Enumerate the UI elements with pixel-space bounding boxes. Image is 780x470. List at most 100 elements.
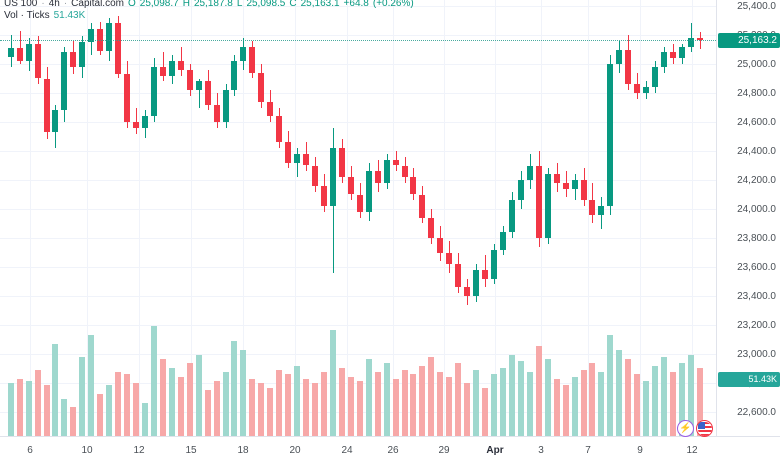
candle-wick	[20, 30, 21, 64]
candle-body	[643, 87, 649, 93]
volume-bar	[321, 372, 327, 436]
time-axis-tick: 10	[81, 445, 93, 456]
candle-body	[527, 165, 533, 180]
gridline-horizontal	[0, 267, 716, 268]
candle-body	[276, 116, 282, 143]
candle-body	[536, 165, 542, 238]
candle-body	[384, 159, 390, 183]
candle-body	[52, 110, 58, 133]
volume-bar	[187, 363, 193, 436]
volume-bar	[178, 377, 184, 436]
candle-body	[142, 116, 148, 128]
candle-body	[652, 66, 658, 88]
candle-wick	[199, 78, 200, 108]
candle-body	[598, 206, 604, 215]
volume-bar	[581, 370, 587, 436]
time-axis-tick: 12	[686, 445, 698, 456]
candle-body	[589, 200, 595, 215]
gridline-horizontal	[0, 325, 716, 326]
volume-bar	[446, 377, 452, 436]
volume-bar	[339, 368, 345, 436]
volume-bar	[223, 372, 229, 436]
candle-body	[205, 81, 211, 105]
chart-plot-area[interactable]	[0, 0, 716, 436]
volume-bar	[88, 335, 94, 436]
volume-bar	[106, 385, 112, 436]
time-axis[interactable]: 6 10 12 15 18 20 24 26 29 Apr 3 7 9 12	[0, 436, 780, 470]
candle-body	[106, 23, 112, 51]
volume-bar	[70, 407, 76, 436]
time-axis-tick: 29	[438, 445, 450, 456]
gridline-vertical	[30, 0, 31, 436]
gridline-vertical	[640, 0, 641, 436]
candle-body	[258, 72, 264, 102]
time-axis-tick: 26	[387, 445, 399, 456]
candle-body	[330, 148, 336, 207]
volume-bar	[545, 359, 551, 436]
candle-body	[303, 153, 309, 166]
candle-body	[8, 48, 14, 57]
time-axis-tick: 15	[185, 445, 197, 456]
candle-body	[616, 49, 622, 64]
candle-body	[375, 171, 381, 183]
gridline-horizontal	[0, 35, 716, 36]
candle-body	[393, 159, 399, 166]
volume-bar	[563, 385, 569, 436]
volume-bar	[61, 399, 67, 436]
volume-bar	[536, 346, 542, 436]
candle-body	[97, 29, 103, 51]
candle-body	[187, 69, 193, 91]
price-axis-tick: 24,200.0	[737, 175, 776, 186]
volume-bar	[303, 379, 309, 436]
price-axis[interactable]: 25,400.025,200.025,000.024,800.024,600.0…	[716, 0, 780, 436]
volume-bar	[357, 381, 363, 436]
candle-body	[348, 177, 354, 195]
price-axis-tick: 23,400.0	[737, 291, 776, 302]
time-axis-tick: 12	[133, 445, 145, 456]
volume-bar	[258, 383, 264, 436]
gridline-horizontal	[0, 93, 716, 94]
candle-wick	[297, 148, 298, 178]
volume-bar	[8, 383, 14, 436]
volume-bar	[527, 372, 533, 436]
current-price-badge: 25,163.2	[718, 33, 780, 49]
volume-bar	[410, 374, 416, 436]
gridline-vertical	[191, 0, 192, 436]
volume-bar	[554, 379, 560, 436]
volume-bar	[160, 359, 166, 436]
volume-bar	[231, 341, 237, 436]
candle-body	[35, 43, 41, 79]
candle-body	[231, 61, 237, 91]
economic-event-badge[interactable]	[696, 420, 713, 437]
volume-bar	[348, 377, 354, 436]
candle-body	[688, 37, 694, 47]
candle-body	[581, 180, 587, 201]
volume-bar	[607, 335, 613, 436]
candle-body	[160, 66, 166, 76]
candle-body	[240, 46, 246, 62]
gridline-vertical	[444, 0, 445, 436]
candle-body	[214, 104, 220, 122]
volume-bar	[625, 359, 631, 436]
time-axis-tick: 24	[341, 445, 353, 456]
volume-bar	[616, 350, 622, 436]
lightning-icon: ⚡	[679, 422, 692, 434]
candle-body	[446, 252, 452, 265]
volume-bar	[464, 383, 470, 436]
candle-body	[357, 194, 363, 212]
volume-bar	[643, 381, 649, 436]
volume-bar	[393, 379, 399, 436]
volume-bar	[205, 390, 211, 436]
volume-bar	[196, 355, 202, 436]
gridline-vertical	[139, 0, 140, 436]
candle-body	[124, 74, 130, 122]
price-axis-tick: 22,600.0	[737, 407, 776, 418]
candle-body	[473, 269, 479, 296]
candle-body	[437, 238, 443, 253]
volume-bar	[330, 330, 336, 436]
price-axis-tick: 24,800.0	[737, 88, 776, 99]
volume-bar	[482, 388, 488, 436]
candle-body	[500, 232, 506, 250]
earnings-badge[interactable]: ⚡	[677, 420, 694, 437]
